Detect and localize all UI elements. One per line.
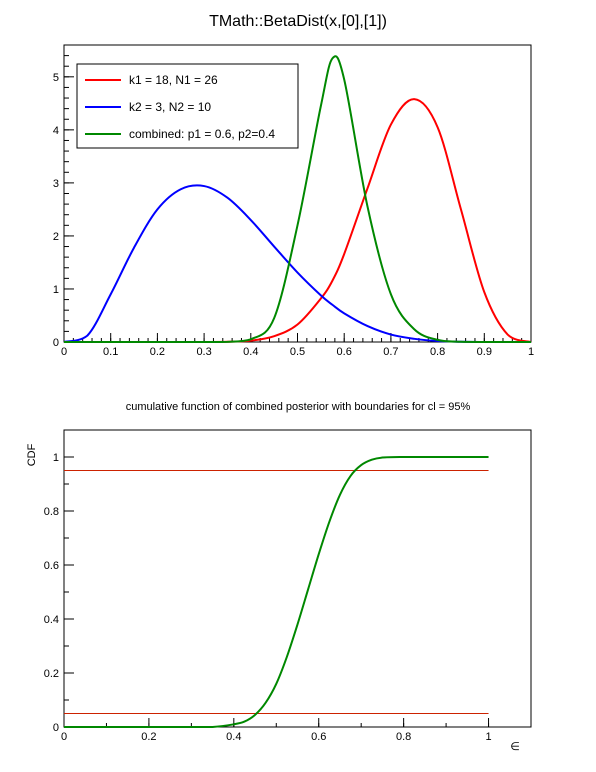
bottom-x-tick-label: 0.4	[226, 731, 241, 743]
bottom-y-tick-label: 0.2	[44, 668, 59, 680]
top-series-3-line	[63, 55, 531, 344]
top-x-tick-label: 1	[528, 346, 534, 358]
cdf-plot: 0 0.2 0.4 0.6 0.8 1 0 0.2 0.4 0.6 0.8 1	[44, 429, 532, 743]
bottom-series-1-line	[63, 455, 489, 729]
cdf-chart-title: cumulative function of combined posterio…	[126, 401, 471, 413]
legend-label: k1 = 18, N1 = 26	[129, 73, 218, 87]
chart-title: TMath::BetaDist(x,[0],[1])	[209, 13, 387, 30]
bottom-x-tick-label: 0.8	[396, 731, 411, 743]
bottom-y-tick-label: 0.8	[44, 506, 59, 518]
bottom-y-tick-label: 0.6	[44, 560, 59, 572]
top-x-tick-label: 0.6	[337, 346, 352, 358]
top-y-tick-label: 1	[53, 284, 59, 296]
bottom-x-tick-label: 1	[485, 731, 491, 743]
bottom-x-tick-label: 0.6	[311, 731, 326, 743]
top-x-tick-label: 0.1	[103, 346, 118, 358]
top-y-tick-label: 0	[53, 337, 59, 349]
top-x-tick-label: 0.5	[290, 346, 305, 358]
top-x-tick-label: 0	[61, 346, 67, 358]
legend-label: combined: p1 = 0.6, p2=0.4	[129, 127, 275, 141]
top-x-tick-label: 0.9	[477, 346, 492, 358]
bottom-x-tick-label: 0	[61, 731, 67, 743]
cdf-x-axis-label: ∈	[510, 741, 520, 753]
bottom-y-tick-label: 0.4	[44, 614, 59, 626]
top-y-tick-label: 5	[53, 72, 59, 84]
beta-distribution-plot: 0 0.1 0.2 0.3 0.4 0.5 0.6 0.7 0.8 0.9 1 0 1 2 3 4 5 k1 = …	[53, 44, 534, 358]
top-x-tick-label: 0.3	[196, 346, 211, 358]
bottom-x-tick-label: 0.2	[141, 731, 156, 743]
top-x-tick-label: 0.2	[150, 346, 165, 358]
cdf-y-axis-label: CDF	[26, 443, 38, 466]
top-x-tick-label: 0.4	[243, 346, 258, 358]
bottom-y-tick-label: 1	[53, 452, 59, 464]
top-x-tick-label: 0.8	[430, 346, 445, 358]
top-y-tick-label: 3	[53, 178, 59, 190]
top-y-tick-label: 4	[53, 125, 59, 137]
bottom-y-tick-label: 0	[53, 722, 59, 734]
top-x-tick-label: 0.7	[383, 346, 398, 358]
bottom-frame	[63, 429, 532, 728]
legend-label: k2 = 3, N2 = 10	[129, 100, 211, 114]
top-y-tick-label: 2	[53, 231, 59, 243]
